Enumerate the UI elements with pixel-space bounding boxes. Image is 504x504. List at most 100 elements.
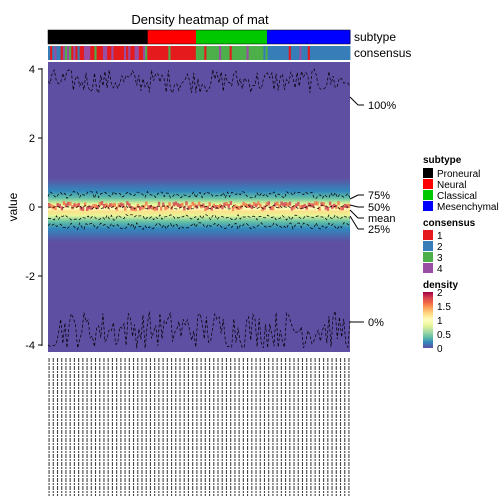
consensus-cell (246, 46, 250, 60)
consensus-cell (62, 46, 66, 60)
legend-title: consensus (423, 218, 476, 229)
consensus-cell (181, 46, 184, 60)
density-core-cell (335, 204, 338, 209)
consensus-cell (155, 46, 159, 60)
consensus-cell (244, 46, 247, 60)
quantile-labels: 100% 75% 50% mean 25% 0% (349, 96, 396, 329)
density-core-cell (48, 202, 51, 207)
density-core-cell (168, 202, 171, 207)
consensus-cell (322, 46, 326, 60)
density-core-cell (318, 206, 321, 211)
consensus-cell (98, 46, 102, 60)
consensus-cell (204, 46, 207, 60)
legend-swatch (423, 179, 433, 189)
density-core-cell (297, 201, 300, 206)
density-core-cell (153, 206, 157, 211)
density-core-cell (311, 203, 315, 208)
density-core-cell (307, 202, 311, 207)
y-tick: 2 (29, 133, 42, 145)
consensus-cell (136, 46, 140, 60)
quantile-label-75: 75% (349, 190, 390, 202)
density-core-cell (345, 204, 349, 209)
consensus-cell (193, 46, 197, 60)
density-core-cell (100, 201, 104, 206)
subtype-annotation-track (47, 29, 351, 45)
quantile-label-mean: mean (349, 209, 396, 225)
density-core-cell (172, 202, 176, 207)
density-core-cell (216, 205, 220, 210)
density-core-cell (246, 203, 249, 208)
consensus-cell (197, 46, 201, 60)
heatmap-body (47, 62, 351, 352)
consensus-cell (149, 46, 152, 60)
y-axis: 4 2 0 -2 -4 value (6, 64, 43, 352)
density-core-cell (223, 202, 226, 207)
density-core-cell (54, 205, 57, 210)
density-core-cell (124, 206, 127, 211)
consensus-cell (126, 46, 129, 60)
density-core-cell (214, 205, 218, 210)
density-core-cell (257, 201, 260, 206)
density-core-cell (181, 202, 184, 207)
legend-swatch (423, 230, 433, 240)
density-core-cell (96, 205, 99, 210)
consensus-cell (92, 46, 95, 60)
density-core-cell (200, 204, 203, 209)
consensus-cell (212, 46, 216, 60)
density-core-cell (286, 202, 290, 207)
consensus-cell (176, 46, 180, 60)
consensus-cell (271, 46, 275, 60)
consensus-cell (71, 46, 74, 60)
consensus-cell (214, 46, 218, 60)
consensus-cell (299, 46, 302, 60)
quantile-label-50: 50% (349, 202, 390, 214)
density-core-cell (113, 202, 116, 207)
density-core-cell (227, 203, 230, 208)
density-core-cell (324, 205, 328, 210)
consensus-cell (233, 46, 237, 60)
consensus-cell (280, 46, 283, 60)
density-core-cell (259, 203, 262, 208)
consensus-cell (240, 46, 243, 60)
legend-swatch (423, 241, 433, 251)
density-core-cell (204, 206, 207, 211)
density-core-cell (269, 206, 273, 211)
consensus-cell (58, 46, 62, 60)
density-core-cell (145, 201, 148, 206)
density-core-cell (202, 203, 205, 208)
consensus-cell (189, 46, 193, 60)
consensus-cell (316, 46, 319, 60)
density-core-cell (134, 206, 137, 211)
consensus-cell (345, 46, 349, 60)
density-core-cell (73, 203, 76, 208)
legend-label: 2 (437, 242, 443, 253)
density-core-cell (166, 205, 169, 210)
consensus-cell (337, 46, 340, 60)
consensus-cell (309, 46, 313, 60)
consensus-cell (109, 46, 112, 60)
quantile-label-text: mean (368, 213, 396, 225)
density-core-cell (111, 203, 114, 208)
consensus-cell (305, 46, 309, 60)
consensus-cell (265, 46, 269, 60)
consensus-cell (229, 46, 233, 60)
consensus-cell (326, 46, 330, 60)
density-core-cell (244, 203, 247, 208)
density-core-cell (233, 204, 237, 209)
chart-title: Density heatmap of mat (131, 12, 269, 27)
consensus-cell (347, 46, 351, 60)
legend-subtype: subtype Proneural Neural Classical Mesen… (423, 155, 499, 213)
density-core-cell (50, 204, 53, 209)
consensus-cell (301, 46, 304, 60)
consensus-cell (73, 46, 76, 60)
quantile-label-0: 0% (350, 317, 384, 329)
subtype-track-border (47, 29, 351, 45)
consensus-cell (75, 46, 78, 60)
legend-title: subtype (423, 155, 462, 166)
consensus-cell (314, 46, 317, 60)
consensus-cell (81, 46, 85, 60)
density-core-cell (77, 202, 80, 207)
density-core-cell (273, 202, 277, 207)
legend-tick-label: 0 (437, 344, 443, 355)
consensus-cell (56, 46, 59, 60)
